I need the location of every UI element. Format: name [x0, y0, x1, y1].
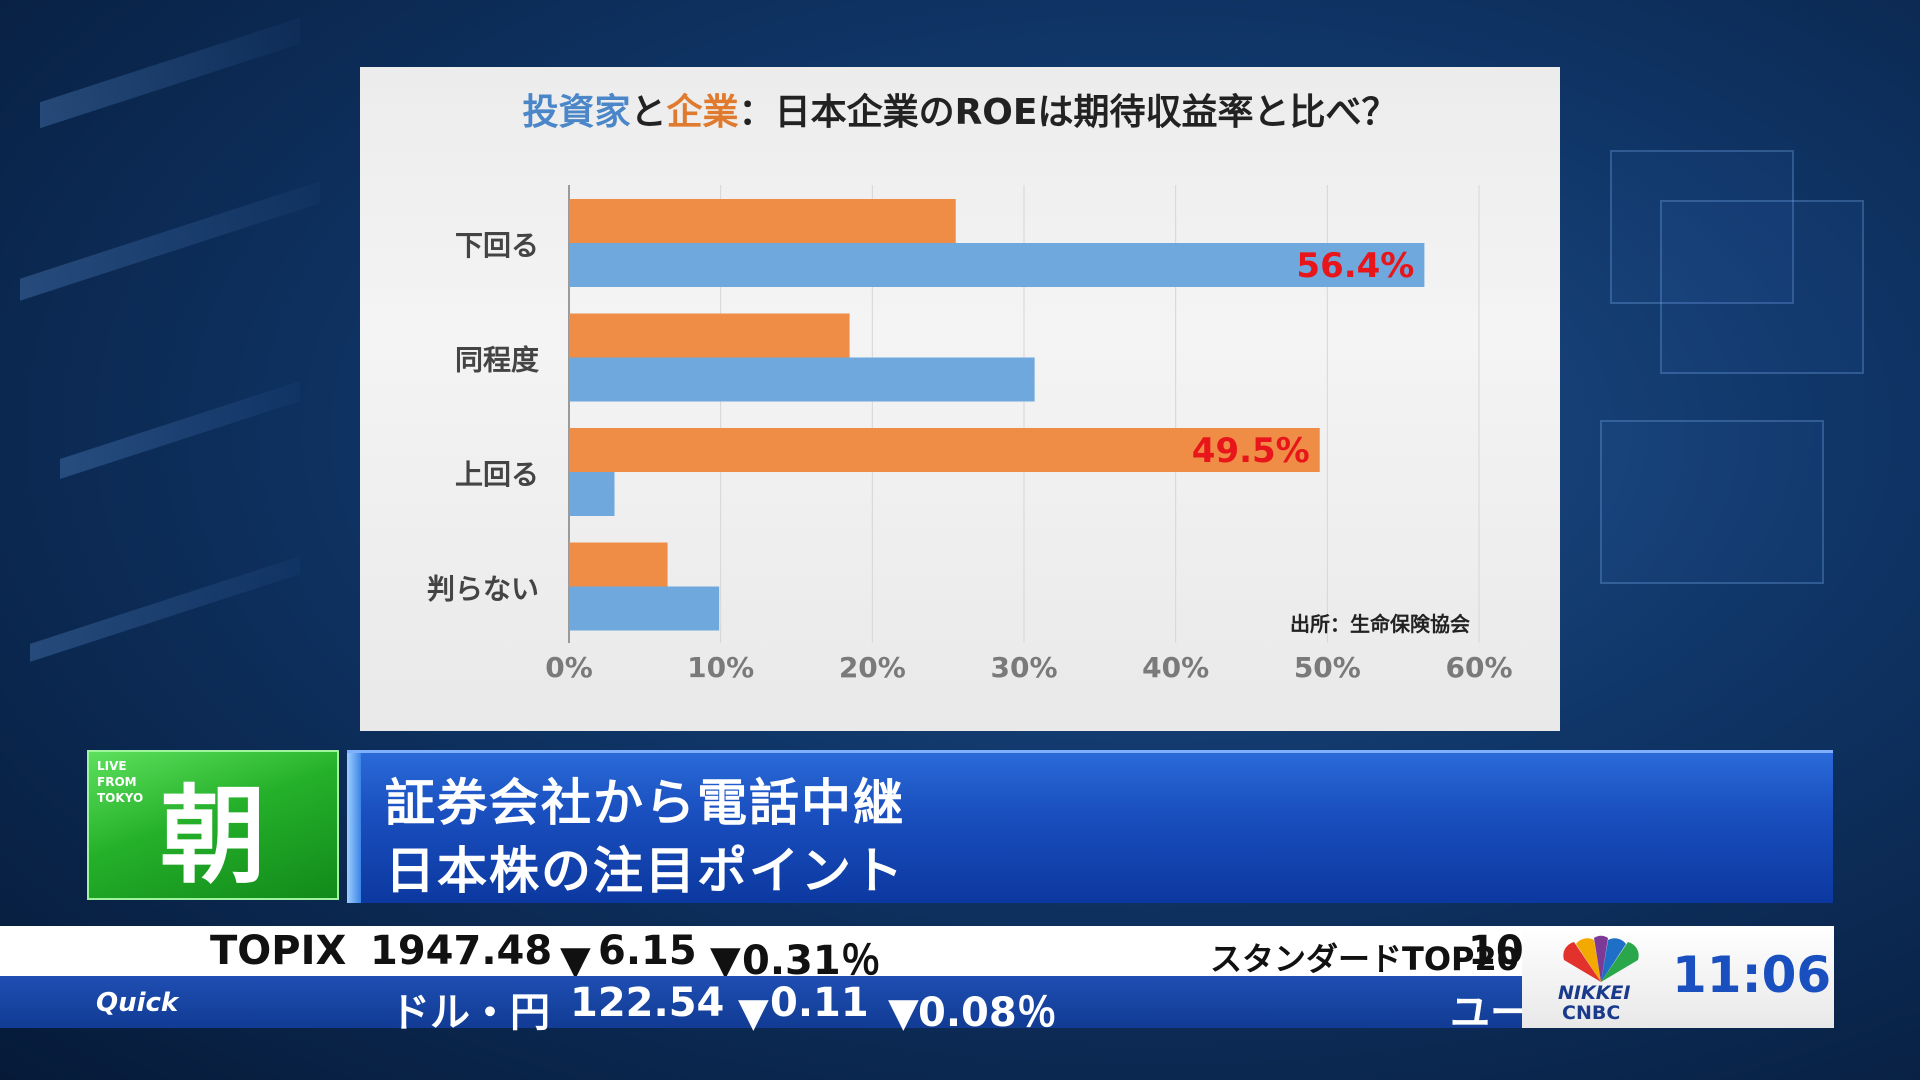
- ticker-next-value: 10: [1468, 928, 1524, 974]
- ticker-usdjpy-pct: 0.08％: [918, 990, 1057, 1036]
- title-company: 企業: [666, 92, 739, 133]
- data-label: 56.4%: [1296, 246, 1414, 286]
- bar-investor: [569, 243, 1425, 287]
- ticker-topix-value: 1947.48: [370, 928, 553, 974]
- bar-investor: [569, 586, 720, 631]
- x-tick-label: 30%: [990, 651, 1057, 684]
- down-arrow-icon: ▼: [888, 990, 919, 1036]
- headline-line-2: 日本株の注目ポイント: [385, 842, 905, 900]
- category-label: 同程度: [455, 344, 539, 377]
- source-note: 出所：生命保険協会: [1290, 612, 1470, 636]
- title-and: と: [630, 92, 667, 133]
- bar-investor: [569, 472, 615, 516]
- chart-panel: 0% 10% 20% 30% 40% 50% 60% 下回る同程度上回る判らない 56.4% 49…: [360, 67, 1560, 731]
- ticker-next-name-2: ユー: [1450, 990, 1530, 1036]
- show-logo-kanji: 朝: [160, 775, 266, 898]
- bar-company: [569, 313, 850, 358]
- ticker-usdjpy-value: 122.54: [570, 980, 725, 1026]
- cnbc-label: CNBC: [1562, 1002, 1621, 1024]
- live-from-tokyo-label: LIVE FROM TOKYO: [97, 759, 144, 805]
- ticker-topix-change: 6.15: [598, 928, 697, 974]
- clock-time: 11:06: [1672, 946, 1832, 1004]
- x-tick-label: 10%: [687, 651, 754, 684]
- ticker-top-row: TOPIX 1947.48 ▼ 6.15 ▼ 0.31％ スタンダードTOP20…: [0, 926, 1524, 984]
- bar-investor: [569, 357, 1035, 402]
- channel-clock: NIKKEI CNBC 11:06: [1522, 926, 1834, 1028]
- category-label: 下回る: [455, 229, 539, 262]
- x-tick-label: 50%: [1294, 651, 1361, 684]
- nikkei-label: NIKKEI: [1558, 982, 1631, 1004]
- category-label: 判らない: [427, 573, 539, 606]
- headline-line-1: 証券会社から電話中継: [385, 774, 905, 832]
- ticker-bottom-row: Quick ドル・円 122.54 ▼ 0.11 ▼ 0.08％ ユー: [0, 976, 1530, 1036]
- down-arrow-icon: ▼: [738, 990, 769, 1036]
- bar-company: [569, 199, 956, 243]
- bar-company: [569, 542, 668, 587]
- title-rest: ：日本企業のROEは期待収益率と比べ？: [738, 92, 1398, 133]
- peacock-icon: [1563, 935, 1639, 982]
- x-tick-label: 0%: [545, 651, 593, 684]
- data-label: 49.5%: [1192, 431, 1310, 471]
- chart-title: 投資家と企業：日本企業のROEは期待収益率と比べ？: [360, 83, 1560, 135]
- ticker-usdjpy-name: ドル・円: [390, 990, 550, 1036]
- title-investor: 投資家: [522, 92, 631, 133]
- x-tick-label: 60%: [1445, 651, 1512, 684]
- x-tick-label: 20%: [839, 651, 906, 684]
- quick-logo: Quick: [96, 988, 179, 1018]
- bar-company: [569, 428, 1320, 472]
- x-tick-label: 40%: [1142, 651, 1209, 684]
- ticker-next-name: スタンダードTOP20: [1210, 940, 1520, 978]
- category-label: 上回る: [455, 458, 539, 491]
- headline-bar: 証券会社から電話中継 日本株の注目ポイント: [347, 750, 1833, 903]
- ticker-topix-name: TOPIX: [210, 928, 347, 974]
- ticker-usdjpy-change: 0.11: [770, 980, 869, 1026]
- show-logo: LIVE FROM TOKYO 朝: [87, 750, 339, 900]
